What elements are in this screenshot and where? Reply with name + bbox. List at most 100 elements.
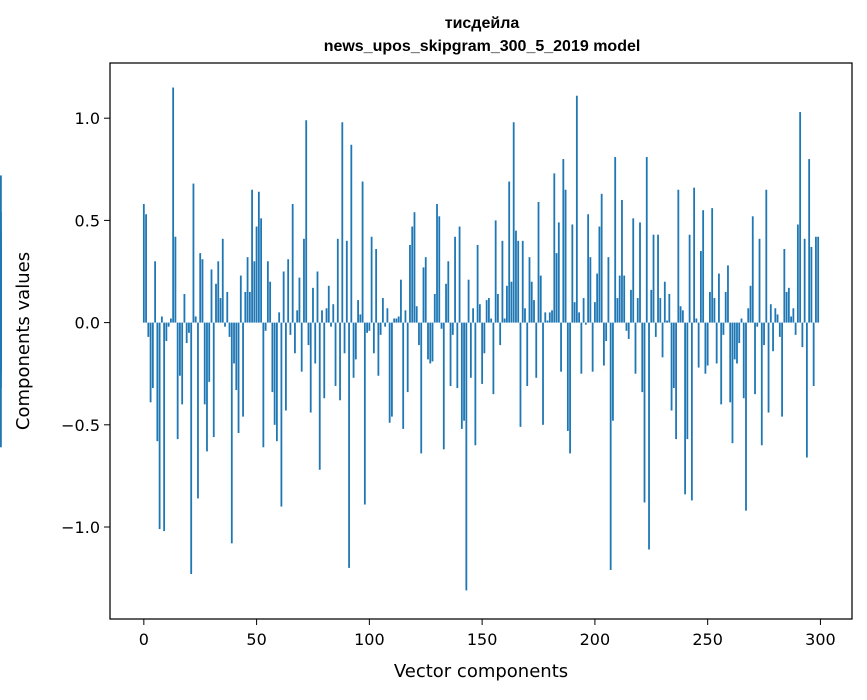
x-tick-label: 150 (467, 630, 498, 649)
bar-component-189 (569, 323, 571, 454)
bar-component-166 (517, 241, 519, 323)
y-tick-label: 1.0 (75, 109, 100, 128)
bar-component-227 (655, 323, 657, 337)
bar-component-104 (377, 323, 379, 376)
bar-component-261 (732, 323, 734, 444)
bar-component-163 (511, 282, 513, 323)
bar-component-52 (260, 218, 262, 322)
bar-component-257 (723, 323, 725, 335)
bar-component-171 (529, 257, 531, 322)
bar-component-249 (705, 323, 707, 374)
bar-component-143 (465, 323, 467, 591)
bar-component-190 (571, 224, 573, 322)
bar-component-244 (693, 188, 695, 323)
bar-component-204 (603, 323, 605, 366)
bar-component-260 (729, 323, 731, 403)
bar-component-226 (653, 235, 655, 323)
x-tick-label: 300 (805, 630, 836, 649)
bar-component-281 (777, 314, 779, 322)
bar-component-61 (281, 323, 283, 507)
bar-component-20 (188, 323, 190, 333)
bar-component-298 (815, 237, 817, 323)
bar-component-239 (682, 310, 684, 322)
bar-component-15 (177, 323, 179, 440)
bar-component-115 (402, 323, 404, 429)
bar-component-51 (258, 192, 260, 323)
bar-component-109 (389, 323, 391, 423)
bar-component-112 (396, 319, 398, 323)
bar-component-270 (752, 216, 754, 322)
bar-component-259 (727, 265, 729, 322)
bar-component-208 (612, 323, 614, 421)
bar-component-135 (447, 261, 449, 322)
x-tick-label: 0 (139, 630, 149, 649)
bar-component-182 (553, 173, 555, 322)
bar-component-153 (488, 298, 490, 323)
bar-component-33 (217, 261, 219, 322)
bar-component-209 (614, 157, 616, 323)
bar-component-47 (249, 292, 251, 323)
bar-component-157 (497, 294, 499, 323)
bar-component-136 (450, 323, 452, 386)
bar-component-95 (357, 300, 359, 322)
bar-component-66 (292, 204, 294, 323)
bar-component-43 (240, 276, 242, 323)
bar-component-196 (585, 323, 587, 325)
bar-component-176 (540, 276, 542, 323)
bar-component-83 (330, 323, 332, 327)
bar-component-177 (542, 323, 544, 425)
bar-component-245 (695, 319, 697, 323)
bar-component-151 (483, 323, 485, 354)
bar-component-195 (583, 298, 585, 323)
bar-component-25 (199, 253, 201, 323)
bar-component-102 (373, 323, 375, 354)
bar-component-36 (224, 323, 226, 327)
bar-component-26 (202, 259, 204, 322)
bar-component-149 (479, 304, 481, 322)
bar-component-162 (508, 182, 510, 323)
bar-component-168 (522, 241, 524, 323)
bar-component-48 (251, 190, 253, 323)
bar-component-31 (213, 323, 215, 437)
bar-component-98 (364, 323, 366, 505)
bar-component-8 (161, 316, 163, 322)
bar-component-213 (623, 276, 625, 323)
bar-component-221 (641, 323, 643, 393)
bar-component-297 (813, 323, 815, 386)
bar-component-undefined (0, 323, 2, 374)
bar-component-268 (747, 308, 749, 322)
x-axis-label: Vector components (394, 661, 568, 682)
bar-component-258 (725, 292, 727, 323)
bar-component-194 (580, 323, 582, 374)
bar-component-156 (495, 220, 497, 322)
bar-component-32 (215, 284, 217, 323)
bar-component-229 (659, 298, 661, 323)
bar-component-4 (152, 323, 154, 388)
bar-component-192 (576, 96, 578, 323)
bar-component-290 (797, 224, 799, 322)
bar-component-253 (714, 298, 716, 323)
bar-component-174 (535, 323, 537, 378)
bar-component-238 (680, 306, 682, 322)
bar-component-73 (308, 323, 310, 345)
bar-component-181 (551, 310, 553, 322)
bar-component-75 (312, 288, 314, 323)
bar-component-128 (432, 323, 434, 362)
bar-component-152 (486, 300, 488, 322)
bar-component-254 (716, 323, 718, 364)
bar-component-232 (666, 321, 668, 323)
bar-component-207 (610, 323, 612, 570)
bar-component-124 (423, 267, 425, 322)
bar-component-237 (677, 190, 679, 323)
bar-component-45 (244, 292, 246, 323)
bar-component-84 (332, 304, 334, 322)
bar-component-122 (418, 323, 420, 345)
bar-component-241 (686, 323, 688, 440)
chart-title: тисдейла (445, 15, 520, 32)
bar-component-273 (759, 239, 761, 323)
bar-component-21 (190, 323, 192, 574)
bar-component-65 (290, 323, 292, 335)
bar-component-9 (163, 323, 165, 531)
bar-component-130 (436, 204, 438, 323)
